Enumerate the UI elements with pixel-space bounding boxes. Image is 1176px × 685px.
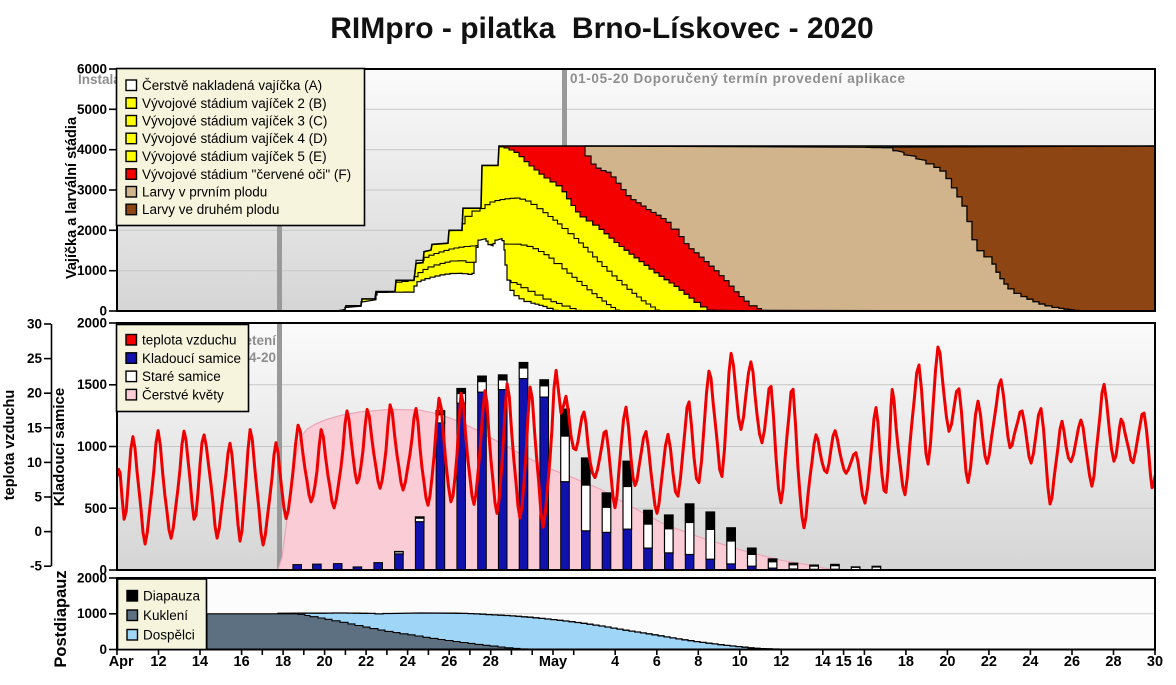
svg-text:Staré samice: Staré samice bbox=[142, 369, 221, 384]
svg-text:Larvy ve druhém plodu: Larvy ve druhém plodu bbox=[142, 202, 279, 217]
svg-text:3000: 3000 bbox=[77, 183, 107, 198]
svg-text:Larvy v prvním plodu: Larvy v prvním plodu bbox=[142, 185, 267, 200]
svg-text:12: 12 bbox=[773, 654, 789, 670]
svg-text:26: 26 bbox=[1064, 654, 1080, 670]
svg-text:5000: 5000 bbox=[77, 102, 107, 117]
svg-text:18: 18 bbox=[898, 654, 914, 670]
svg-text:22: 22 bbox=[358, 654, 374, 670]
svg-text:20: 20 bbox=[939, 654, 955, 670]
svg-text:10: 10 bbox=[27, 455, 42, 470]
svg-text:1000: 1000 bbox=[77, 263, 107, 278]
svg-text:22: 22 bbox=[981, 654, 997, 670]
svg-text:1000: 1000 bbox=[77, 439, 107, 454]
svg-text:RIMpro - pilatka Brno-Lískove: RIMpro - pilatka Brno-Lískovec - 2020 bbox=[330, 12, 873, 45]
svg-text:Apr: Apr bbox=[109, 654, 134, 670]
svg-text:Vajíčka a larvální stádia: Vajíčka a larvální stádia bbox=[64, 116, 80, 279]
svg-text:500: 500 bbox=[84, 501, 107, 516]
svg-text:Čerstvě nakladená vajíčka (A): Čerstvě nakladená vajíčka (A) bbox=[142, 78, 322, 93]
svg-text:2000: 2000 bbox=[77, 316, 107, 331]
svg-text:5: 5 bbox=[34, 490, 42, 505]
svg-text:01-05-20 Doporučený termín pro: 01-05-20 Doporučený termín provedení apl… bbox=[570, 71, 905, 86]
svg-text:0: 0 bbox=[99, 642, 107, 657]
svg-text:Vývojové stádium "červené oči": Vývojové stádium "červené oči" (F) bbox=[142, 167, 351, 182]
svg-text:24: 24 bbox=[400, 654, 416, 670]
svg-text:Kladoucí samice: Kladoucí samice bbox=[142, 351, 241, 366]
svg-text:15: 15 bbox=[836, 654, 852, 670]
svg-text:Vývojové stádium vajíček 2 (B): Vývojové stádium vajíček 2 (B) bbox=[142, 96, 327, 111]
svg-text:teplota vzduchu: teplota vzduchu bbox=[2, 390, 18, 500]
svg-text:30: 30 bbox=[1147, 654, 1163, 670]
svg-text:0: 0 bbox=[34, 524, 42, 539]
svg-text:28: 28 bbox=[1105, 654, 1121, 670]
svg-text:Vývojové stádium vajíček 3 (C): Vývojové stádium vajíček 3 (C) bbox=[142, 114, 327, 129]
svg-text:teplota vzduchu: teplota vzduchu bbox=[142, 333, 237, 348]
svg-text:28: 28 bbox=[483, 654, 499, 670]
svg-text:16: 16 bbox=[856, 654, 872, 670]
svg-text:15: 15 bbox=[27, 420, 43, 435]
svg-text:30: 30 bbox=[27, 317, 42, 332]
svg-text:Kladoucí samice: Kladoucí samice bbox=[51, 388, 68, 506]
svg-text:Diapauza: Diapauza bbox=[143, 589, 201, 604]
svg-text:2000: 2000 bbox=[77, 571, 107, 586]
svg-text:12: 12 bbox=[150, 654, 166, 670]
svg-text:20: 20 bbox=[317, 654, 333, 670]
svg-text:Kuklení: Kuklení bbox=[143, 608, 188, 623]
svg-text:6: 6 bbox=[653, 654, 661, 670]
svg-text:2000: 2000 bbox=[77, 223, 107, 238]
svg-text:16: 16 bbox=[234, 654, 250, 670]
svg-text:May: May bbox=[539, 654, 567, 670]
svg-text:Dospělci: Dospělci bbox=[143, 628, 195, 643]
svg-text:26: 26 bbox=[441, 654, 457, 670]
svg-text:18: 18 bbox=[275, 654, 291, 670]
svg-text:20: 20 bbox=[27, 386, 42, 401]
svg-text:4: 4 bbox=[611, 654, 619, 670]
svg-text:1000: 1000 bbox=[77, 606, 107, 621]
svg-text:14: 14 bbox=[815, 654, 831, 670]
svg-text:Postdiapauz: Postdiapauz bbox=[52, 570, 70, 667]
svg-text:14: 14 bbox=[192, 654, 208, 670]
svg-text:6000: 6000 bbox=[77, 62, 107, 77]
svg-text:Vývojové stádium vajíček 4 (D): Vývojové stádium vajíček 4 (D) bbox=[142, 131, 327, 146]
svg-text:24: 24 bbox=[1022, 654, 1038, 670]
svg-text:10: 10 bbox=[732, 654, 748, 670]
svg-text:1500: 1500 bbox=[77, 377, 107, 392]
svg-text:-5: -5 bbox=[30, 559, 42, 574]
svg-text:8: 8 bbox=[694, 654, 702, 670]
svg-text:Vývojové stádium vajíček 5 (E): Vývojové stádium vajíček 5 (E) bbox=[142, 149, 327, 164]
svg-text:4000: 4000 bbox=[77, 142, 107, 157]
svg-text:25: 25 bbox=[27, 351, 43, 366]
svg-text:Čerstvé květy: Čerstvé květy bbox=[142, 387, 224, 402]
